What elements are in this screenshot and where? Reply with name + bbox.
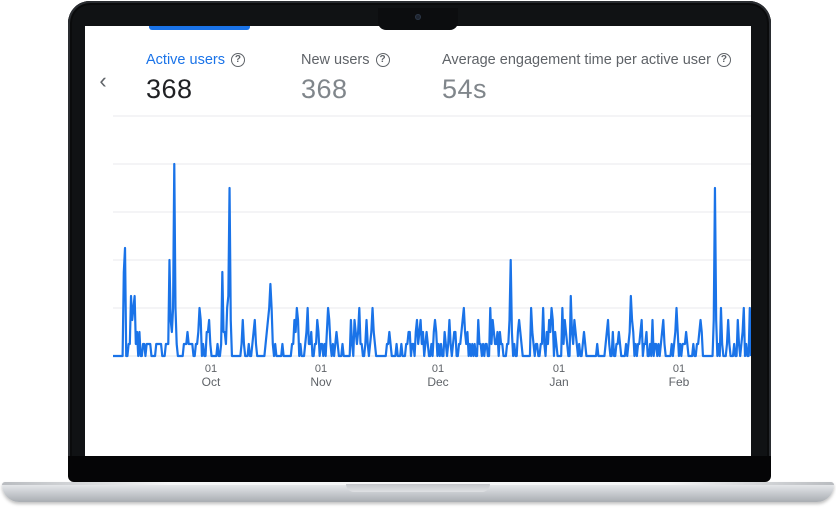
metric-value: 54s	[442, 74, 488, 104]
camera-icon	[415, 14, 421, 20]
x-tick-month-label: Feb	[669, 375, 690, 389]
metric-label: Average engagement time per active user …	[442, 52, 731, 68]
analytics-screen: ‹ Active users ? 368 New users ? 368 Ave…	[85, 26, 751, 456]
metric-label: New users ?	[301, 52, 390, 68]
metric-active-users[interactable]: Active users ? 368	[146, 52, 245, 105]
x-tick-month-label: Oct	[202, 375, 221, 389]
metric-label-text: New users	[301, 52, 370, 68]
x-tick-day-label: 01	[315, 363, 327, 375]
x-tick-day-label: 01	[553, 363, 565, 375]
x-tick-month-label: Dec	[427, 375, 448, 389]
laptop-opening-notch	[346, 484, 490, 492]
laptop-base-lip	[2, 482, 834, 485]
x-tick-month-label: Jan	[549, 375, 568, 389]
x-tick-month-label: Nov	[310, 375, 331, 389]
active-users-series-line	[113, 162, 751, 358]
x-tick-day-label: 01	[205, 363, 217, 375]
x-tick-day-label: 01	[432, 363, 444, 375]
x-tick-day-label: 01	[673, 363, 685, 375]
metric-label-text: Active users	[146, 52, 225, 68]
laptop-base	[2, 482, 834, 502]
metric-value: 368	[301, 74, 348, 104]
question-circle-icon[interactable]: ?	[716, 53, 731, 67]
metric-new-users[interactable]: New users ? 368	[301, 52, 390, 105]
metric-label-text: Average engagement time per active user	[442, 52, 711, 68]
question-circle-icon[interactable]: ?	[230, 53, 245, 67]
metric-value: 368	[146, 74, 193, 104]
selected-metric-indicator	[149, 26, 250, 30]
chevron-left-icon[interactable]: ‹	[99, 68, 107, 93]
metric-label: Active users ?	[146, 52, 245, 68]
question-circle-icon[interactable]: ?	[375, 53, 390, 67]
metric-average-engagement-time[interactable]: Average engagement time per active user …	[442, 52, 731, 105]
laptop-bezel-bottom	[68, 456, 771, 482]
